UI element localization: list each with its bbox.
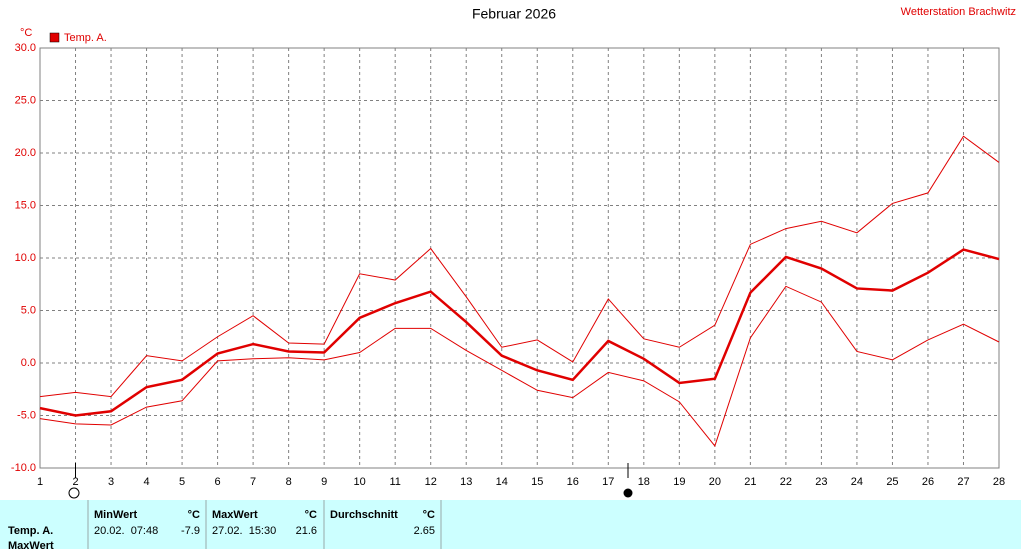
- plot-frame: [39, 47, 1000, 469]
- x-tick-label: 24: [851, 476, 863, 488]
- x-tick-label: 20: [709, 476, 721, 488]
- chart-title: Februar 2026: [472, 6, 556, 22]
- x-tick-label: 16: [567, 476, 579, 488]
- x-tick-label: 12: [425, 476, 437, 488]
- y-tick-label: -10.0: [11, 462, 36, 474]
- x-tick-label: 17: [602, 476, 614, 488]
- header-unit: °C: [423, 509, 435, 521]
- x-tick-label: 8: [286, 476, 292, 488]
- y-tick-label: 10.0: [15, 252, 36, 264]
- x-tick-label: 4: [143, 476, 149, 488]
- stats-dividers: [87, 500, 442, 549]
- y-tick-label: 15.0: [15, 199, 36, 211]
- x-tick-label: 25: [886, 476, 898, 488]
- y-unit: °C: [20, 27, 32, 39]
- full-moon-icon: [68, 487, 80, 499]
- y-tick-label: 5.0: [21, 304, 36, 316]
- x-tick-label: 19: [673, 476, 685, 488]
- x-tick-label: 3: [108, 476, 114, 488]
- x-tick-label: 22: [780, 476, 792, 488]
- x-tick-label: 11: [389, 476, 400, 488]
- new-moon-icon: [623, 488, 633, 498]
- header-unit: °C: [305, 509, 317, 521]
- x-tick-label: 1: [37, 476, 43, 488]
- station-name: Wetterstation Brachwitz: [901, 6, 1016, 18]
- series-line: [39, 285, 1000, 447]
- x-tick-label: 2: [72, 476, 78, 488]
- header: MaxWert: [212, 509, 258, 521]
- max-value: 21.6: [296, 525, 317, 537]
- plot: -10.0-5.00.05.010.015.020.025.030.01 2 3 4 5…: [11, 42, 1005, 488]
- header: Durchschnitt: [330, 509, 398, 521]
- x-tick-label: 10: [354, 476, 366, 488]
- stats-panel: [0, 500, 1021, 549]
- avg-value: 2.65: [414, 525, 435, 537]
- x-tick-label: 15: [531, 476, 543, 488]
- x-tick-label: 5: [179, 476, 185, 488]
- legend-label: Temp. A.: [64, 32, 107, 44]
- legend-swatch: [49, 32, 60, 43]
- series-line: [39, 248, 1000, 417]
- x-tick-label: 18: [638, 476, 650, 488]
- row-label: MaxWert: [8, 540, 54, 549]
- y-tick-label: 30.0: [15, 42, 36, 54]
- x-tick-label: 21: [744, 476, 756, 488]
- y-tick-label: 20.0: [15, 147, 36, 159]
- series-line: [39, 135, 1000, 398]
- y-tick-label: 25.0: [15, 94, 36, 106]
- x-tick-label: 27: [957, 476, 969, 488]
- x-tick-label: 9: [321, 476, 327, 488]
- y-tick-label: 0.0: [21, 357, 36, 369]
- min-value: -7.9: [181, 525, 200, 537]
- header-unit: °C: [188, 509, 200, 521]
- x-tick-label: 7: [250, 476, 256, 488]
- x-tick-label: 13: [460, 476, 472, 488]
- x-tick-label: 6: [215, 476, 221, 488]
- x-tick-label: 26: [922, 476, 934, 488]
- y-tick-label: -5.0: [17, 409, 36, 421]
- header: MinWert: [94, 509, 138, 521]
- min-time: 20.02. 07:48: [94, 525, 158, 537]
- x-tick-label: 23: [815, 476, 827, 488]
- row-label: Temp. A.: [8, 525, 53, 537]
- max-time: 27.02. 15:30: [212, 525, 276, 537]
- x-tick-label: 14: [496, 476, 508, 488]
- x-tick-label: 28: [993, 476, 1005, 488]
